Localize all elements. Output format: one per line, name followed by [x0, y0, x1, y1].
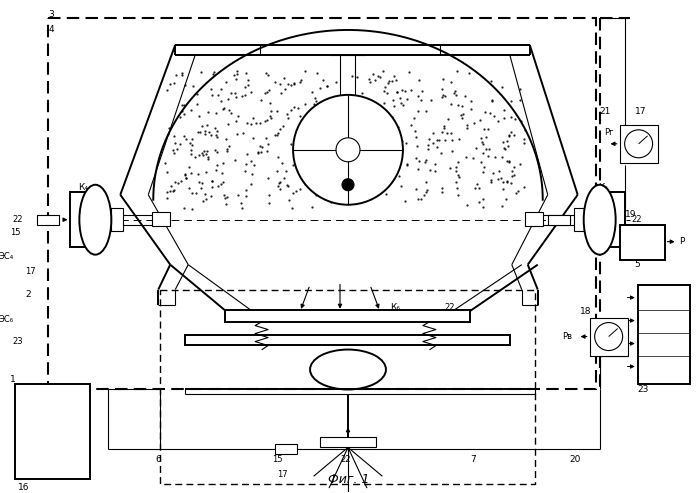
Text: 3: 3 — [48, 10, 54, 20]
Bar — [619, 125, 658, 163]
Text: 1: 1 — [10, 375, 16, 384]
Text: 17: 17 — [25, 267, 36, 276]
Text: 22: 22 — [13, 215, 23, 224]
Text: 19: 19 — [625, 210, 636, 219]
Text: 6: 6 — [155, 455, 161, 464]
Text: 15: 15 — [272, 455, 282, 464]
Circle shape — [625, 130, 653, 158]
Text: К₅: К₅ — [598, 183, 607, 192]
Text: К₇: К₇ — [642, 362, 651, 371]
Text: 15: 15 — [10, 228, 21, 237]
Bar — [574, 208, 586, 231]
Text: 4: 4 — [48, 26, 54, 35]
Text: ЭС₆: ЭС₆ — [285, 310, 300, 319]
Bar — [160, 289, 535, 484]
Text: 15: 15 — [633, 228, 643, 237]
Text: Рг: Рг — [604, 128, 613, 138]
Circle shape — [595, 322, 623, 351]
Bar — [590, 317, 628, 355]
Bar — [225, 310, 470, 321]
Ellipse shape — [80, 185, 111, 255]
Text: 17: 17 — [635, 107, 646, 116]
Text: 23: 23 — [637, 385, 649, 394]
Text: ЭС₄: ЭС₄ — [36, 396, 50, 405]
Text: ЭС₆: ЭС₆ — [36, 436, 50, 445]
Text: Фиг. 1: Фиг. 1 — [329, 473, 370, 486]
Bar — [15, 385, 90, 479]
Bar — [48, 18, 596, 389]
Ellipse shape — [584, 185, 616, 255]
Text: 17: 17 — [277, 470, 288, 479]
Text: 22: 22 — [445, 303, 455, 312]
Bar — [71, 192, 95, 246]
Bar — [152, 211, 171, 226]
Text: 23: 23 — [13, 337, 23, 346]
Bar — [320, 437, 376, 448]
Text: К₄: К₄ — [78, 183, 88, 192]
Text: 18: 18 — [579, 307, 591, 316]
Bar — [38, 215, 59, 225]
Text: 20: 20 — [570, 455, 581, 464]
Text: 22: 22 — [632, 215, 642, 224]
Bar — [619, 225, 665, 260]
Text: ЭС₇: ЭС₇ — [36, 456, 50, 465]
Text: Рв: Рв — [562, 332, 572, 341]
Text: ЭС₄: ЭС₄ — [0, 252, 14, 261]
Circle shape — [293, 95, 403, 205]
Text: ЭС₆: ЭС₆ — [0, 315, 13, 324]
Text: 16: 16 — [18, 483, 30, 492]
Circle shape — [336, 138, 360, 162]
Text: ЭС₅: ЭС₅ — [635, 243, 650, 252]
Text: 2: 2 — [25, 290, 31, 299]
Text: ЭС₅: ЭС₅ — [36, 416, 50, 425]
Bar — [548, 215, 570, 225]
Text: 5: 5 — [635, 260, 640, 269]
Bar — [525, 211, 542, 226]
Text: 7: 7 — [470, 455, 475, 464]
Bar — [185, 335, 510, 345]
Text: Р: Р — [679, 237, 685, 246]
Bar — [111, 208, 123, 231]
Text: К₄: К₄ — [642, 293, 651, 302]
Bar — [637, 284, 689, 385]
Bar — [275, 444, 297, 455]
Text: К₅: К₅ — [642, 316, 651, 325]
Text: К₆: К₆ — [390, 303, 400, 312]
Text: К₆: К₆ — [642, 339, 651, 348]
Ellipse shape — [310, 350, 386, 389]
Text: 22: 22 — [340, 455, 350, 464]
Text: 21: 21 — [600, 107, 611, 116]
Circle shape — [342, 179, 354, 191]
Bar — [600, 192, 625, 246]
